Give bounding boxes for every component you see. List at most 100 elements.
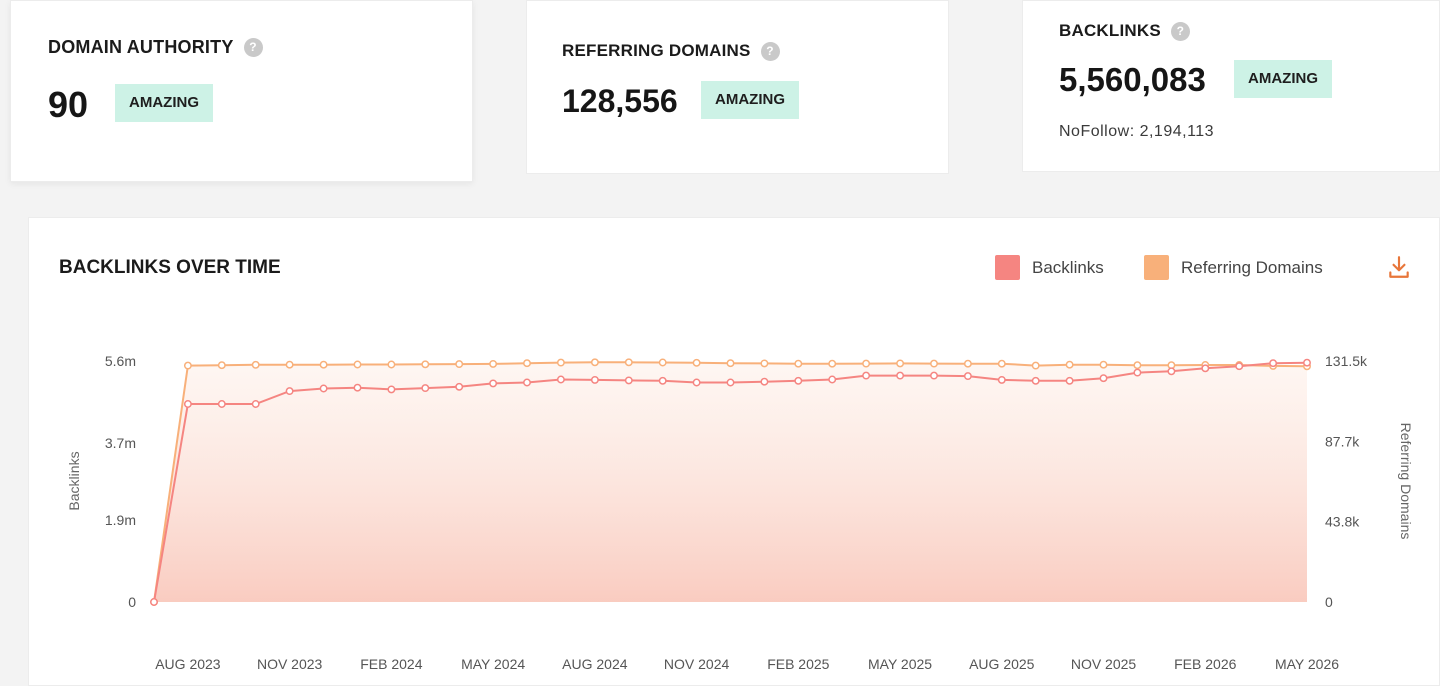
data-point-referring-domains bbox=[624, 358, 633, 367]
data-point-backlinks bbox=[1031, 376, 1040, 385]
data-point-referring-domains bbox=[489, 359, 498, 368]
data-point-referring-domains bbox=[353, 360, 362, 369]
data-point-backlinks bbox=[1167, 367, 1176, 376]
chart-title: BACKLINKS OVER TIME bbox=[59, 257, 281, 278]
right-axis-title: Referring Domains bbox=[1398, 423, 1414, 540]
domain-authority-badge: AMAZING bbox=[115, 84, 213, 122]
data-point-backlinks bbox=[1303, 358, 1311, 367]
backlinks-badge: AMAZING bbox=[1234, 60, 1332, 98]
data-point-referring-domains bbox=[421, 360, 430, 369]
data-point-referring-domains bbox=[896, 359, 905, 368]
data-point-referring-domains bbox=[319, 360, 328, 369]
data-point-referring-domains bbox=[760, 359, 769, 368]
data-point-backlinks bbox=[692, 378, 701, 387]
domain-authority-title: DOMAIN AUTHORITY ? bbox=[48, 37, 263, 58]
data-point-backlinks bbox=[726, 378, 735, 387]
data-point-referring-domains bbox=[183, 361, 192, 370]
data-point-backlinks bbox=[1235, 362, 1244, 371]
data-point-referring-domains bbox=[523, 359, 531, 368]
data-point-referring-domains bbox=[387, 360, 396, 369]
x-tick-label: FEB 2024 bbox=[360, 656, 422, 672]
data-point-backlinks bbox=[997, 375, 1006, 384]
x-tick-label: NOV 2024 bbox=[664, 656, 730, 672]
data-point-backlinks bbox=[590, 375, 599, 384]
legend-swatch-referring-domains bbox=[1144, 255, 1169, 280]
backlinks-card: BACKLINKS ? 5,560,083 AMAZING NoFollow: … bbox=[1022, 0, 1440, 172]
data-point-referring-domains bbox=[930, 359, 938, 368]
data-point-backlinks bbox=[1065, 376, 1074, 385]
data-point-backlinks bbox=[1201, 364, 1210, 373]
legend-item-backlinks[interactable]: Backlinks bbox=[995, 255, 1104, 280]
backlinks-title: BACKLINKS ? bbox=[1059, 21, 1190, 41]
right-tick-label: 43.8k bbox=[1325, 514, 1360, 530]
data-point-backlinks bbox=[1133, 368, 1142, 377]
data-point-backlinks bbox=[489, 379, 498, 388]
right-tick-label: 0 bbox=[1325, 594, 1333, 610]
data-point-backlinks bbox=[150, 598, 158, 606]
x-tick-label: AUG 2023 bbox=[155, 656, 221, 672]
data-point-backlinks bbox=[624, 376, 633, 385]
backlinks-over-time-card: BACKLINKS OVER TIME Backlinks Referring … bbox=[28, 217, 1440, 686]
left-tick-label: 1.9m bbox=[105, 512, 136, 528]
data-point-referring-domains bbox=[1099, 360, 1108, 369]
data-point-referring-domains bbox=[455, 360, 464, 369]
help-icon[interactable]: ? bbox=[243, 38, 263, 57]
referring-domains-badge: AMAZING bbox=[701, 81, 799, 119]
data-point-referring-domains bbox=[692, 358, 701, 367]
legend-swatch-backlinks bbox=[995, 255, 1020, 280]
data-point-backlinks bbox=[251, 400, 260, 408]
data-point-referring-domains bbox=[828, 359, 837, 368]
download-icon[interactable] bbox=[1386, 254, 1412, 280]
data-point-referring-domains bbox=[1031, 361, 1040, 370]
referring-domains-value: 128,556 bbox=[562, 83, 678, 119]
data-point-backlinks bbox=[930, 371, 938, 380]
right-tick-label: 87.7k bbox=[1325, 433, 1360, 449]
chart-area-fill bbox=[154, 362, 1307, 602]
referring-domains-title: REFERRING DOMAINS ? bbox=[562, 41, 780, 61]
data-point-backlinks bbox=[963, 372, 972, 381]
data-point-backlinks bbox=[896, 371, 905, 380]
referring-domains-card: REFERRING DOMAINS ? 128,556 AMAZING bbox=[526, 0, 949, 174]
legend-label-referring-domains: Referring Domains bbox=[1181, 257, 1323, 277]
x-tick-label: NOV 2025 bbox=[1071, 656, 1137, 672]
left-tick-label: 3.7m bbox=[105, 435, 136, 451]
backlinks-chart: 0 1.9m 3.7m 5.6m 0 43.8k 87.7k 131.5k AUG 2023 NO… bbox=[66, 353, 1414, 672]
x-tick-label: MAY 2024 bbox=[461, 656, 525, 672]
data-point-backlinks bbox=[421, 384, 430, 393]
data-point-referring-domains bbox=[1065, 360, 1074, 369]
backlinks-value: 5,560,083 bbox=[1059, 61, 1206, 98]
data-point-backlinks bbox=[1099, 374, 1108, 383]
data-point-backlinks bbox=[455, 382, 464, 391]
x-tick-label: AUG 2025 bbox=[969, 656, 1035, 672]
data-point-backlinks bbox=[862, 371, 871, 380]
data-point-backlinks bbox=[556, 375, 565, 384]
data-point-backlinks bbox=[523, 378, 531, 387]
x-tick-label: MAY 2025 bbox=[868, 656, 932, 672]
data-point-backlinks bbox=[217, 400, 226, 408]
data-point-referring-domains bbox=[658, 358, 667, 367]
domain-authority-value: 90 bbox=[48, 84, 89, 125]
data-point-referring-domains bbox=[590, 358, 599, 367]
data-point-backlinks bbox=[760, 377, 769, 386]
data-point-backlinks bbox=[183, 400, 192, 408]
data-point-backlinks bbox=[1269, 359, 1278, 368]
data-point-referring-domains bbox=[862, 359, 871, 368]
data-point-referring-domains bbox=[556, 358, 565, 367]
data-point-referring-domains bbox=[285, 360, 294, 369]
help-icon[interactable]: ? bbox=[1170, 21, 1190, 41]
x-tick-label: AUG 2024 bbox=[562, 656, 628, 672]
domain-authority-card: DOMAIN AUTHORITY ? 90 AMAZING bbox=[10, 0, 473, 182]
right-tick-label: 131.5k bbox=[1325, 353, 1368, 369]
data-point-referring-domains bbox=[251, 360, 260, 369]
help-icon[interactable]: ? bbox=[760, 41, 780, 61]
nofollow-count: NoFollow: 2,194,113 bbox=[1059, 123, 1215, 140]
data-point-backlinks bbox=[794, 376, 803, 385]
left-axis-title: Backlinks bbox=[66, 451, 82, 510]
data-point-referring-domains bbox=[794, 359, 803, 368]
legend-label-backlinks: Backlinks bbox=[1032, 257, 1104, 277]
left-tick-label: 0 bbox=[128, 594, 136, 610]
left-tick-label: 5.6m bbox=[105, 353, 136, 369]
data-point-backlinks bbox=[658, 376, 667, 385]
legend-item-referring-domains[interactable]: Referring Domains bbox=[1144, 255, 1323, 280]
data-point-referring-domains bbox=[963, 359, 972, 368]
